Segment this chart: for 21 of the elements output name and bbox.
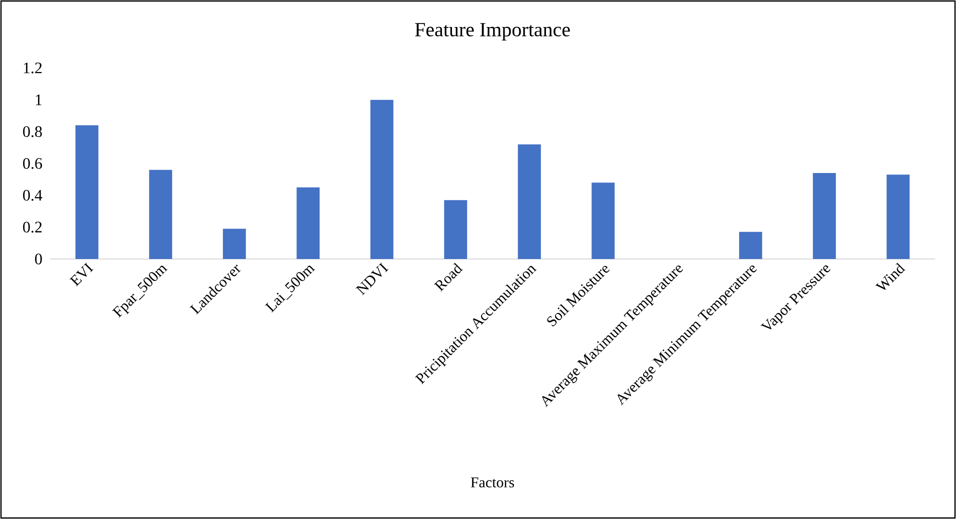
y-tick-label: 0.2: [23, 222, 42, 233]
bar: [812, 173, 836, 259]
bar: [222, 228, 246, 259]
bar: [75, 125, 98, 259]
bar: [296, 187, 320, 259]
bar: [518, 144, 541, 259]
y-tick-label: 1: [36, 94, 42, 106]
y-tick-label: 0.4: [23, 190, 42, 201]
bar: [592, 182, 615, 259]
y-tick-label: 0: [35, 254, 42, 264]
x-axis-title: Factors: [470, 477, 514, 488]
bar: [444, 200, 468, 259]
bar: [149, 170, 172, 259]
bar: [370, 100, 394, 259]
bar: [886, 174, 910, 259]
y-tick-label: 1.2: [24, 62, 42, 74]
y-tick-label: 0.8: [23, 126, 42, 138]
bar: [739, 232, 762, 259]
x-tick-label: EVI: [70, 262, 94, 286]
chart-title: Feature Importance: [415, 23, 570, 40]
y-tick-label: 0.6: [23, 158, 42, 169]
